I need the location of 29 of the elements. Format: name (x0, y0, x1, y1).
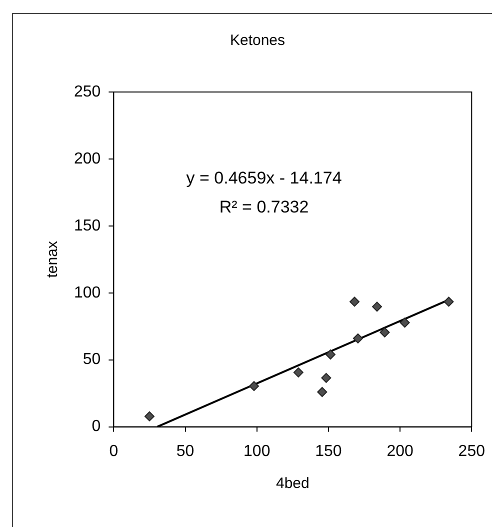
point (350, 296, 360, 307)
x-tick-label: 100 (244, 442, 270, 460)
x-tick-label: 150 (315, 442, 342, 460)
point (325, 349, 336, 360)
annotation: y = 0.4659x - 14.174 (186, 168, 342, 188)
x-tick-label: 50 (176, 442, 194, 460)
point (249, 381, 260, 392)
point (400, 318, 410, 328)
point (321, 372, 332, 383)
chart-title: Ketones (230, 32, 286, 50)
y-tick-label: 250 (74, 83, 101, 100)
x-axis-title: 4bed (276, 475, 310, 492)
point (444, 296, 454, 307)
point (293, 367, 304, 378)
y-tick-label: 0 (92, 418, 101, 436)
y-tick-label: 150 (74, 217, 101, 234)
y-tick-label: 50 (82, 351, 101, 368)
point (144, 411, 154, 422)
y-tick-label: 200 (74, 150, 101, 168)
x-tick-label: 250 (458, 442, 486, 460)
y-axis-title: tenax (44, 240, 62, 278)
point (317, 386, 328, 397)
x-tick-label: 200 (386, 442, 414, 460)
point (352, 333, 363, 344)
x-tick-label: 0 (109, 442, 118, 460)
annotation: R² = 0.7332 (219, 198, 309, 217)
point (372, 302, 382, 312)
point (380, 327, 390, 338)
y-tick-label: 100 (74, 284, 101, 302)
